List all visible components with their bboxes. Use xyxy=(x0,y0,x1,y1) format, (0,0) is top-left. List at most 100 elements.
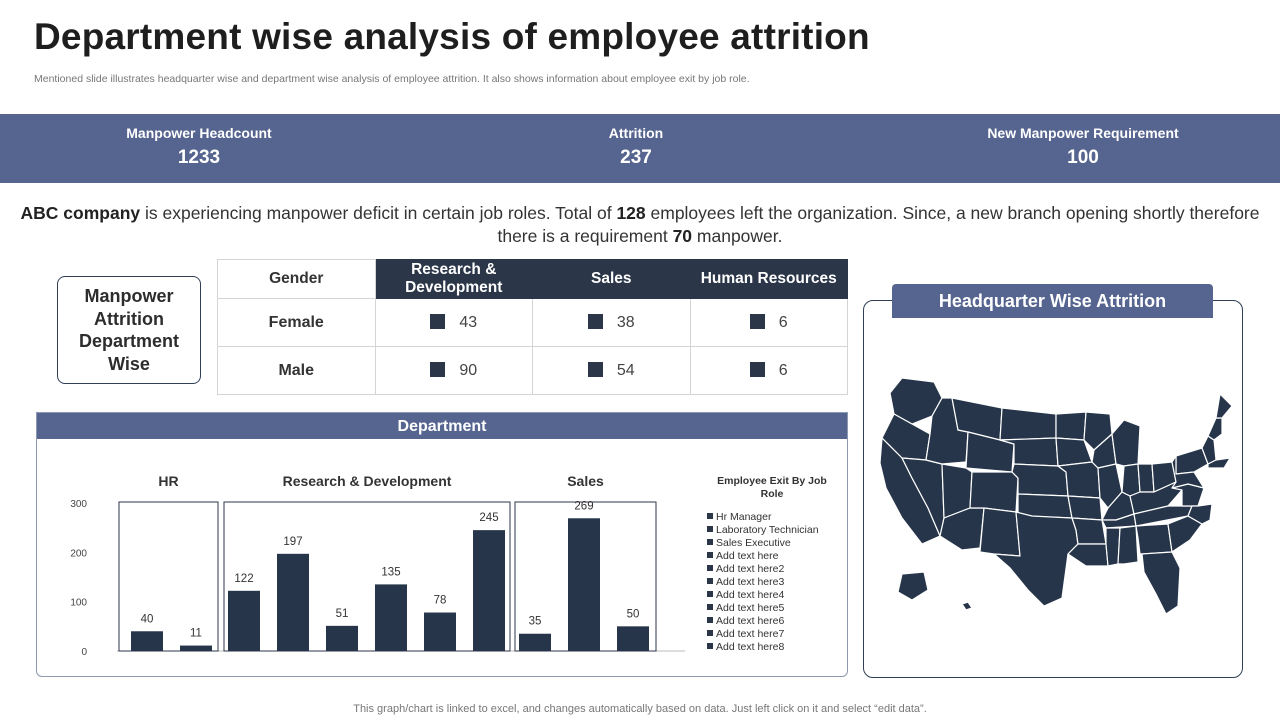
kpi-label: Attrition xyxy=(608,125,664,141)
bar-value-label: 122 xyxy=(234,573,253,585)
table-header-row: Gender Research & Development Sales Huma… xyxy=(217,259,848,299)
map-state xyxy=(889,377,943,425)
map-state xyxy=(961,601,973,611)
usa-map-icon xyxy=(879,377,1233,615)
map-state xyxy=(1121,463,1141,497)
map-state xyxy=(979,507,1021,557)
kpi-value: 1233 xyxy=(177,147,221,168)
legend-swatch xyxy=(707,630,713,636)
map-state xyxy=(1201,435,1217,465)
legend-item: Add text here6 xyxy=(707,615,837,628)
footer-note: This graph/chart is linked to excel, and… xyxy=(353,703,927,715)
legend-label: Laboratory Technician xyxy=(716,524,819,536)
kpi-new-requirement: New Manpower Requirement 100 xyxy=(933,114,1233,169)
legend-swatch xyxy=(707,513,713,519)
legend-label: Add text here5 xyxy=(716,602,785,614)
headquarter-title: Headquarter Wise Attrition xyxy=(892,284,1213,318)
legend-item: Sales Executive xyxy=(707,537,837,550)
bar-value-label: 35 xyxy=(529,616,542,628)
bar-value-label: 269 xyxy=(574,500,593,512)
legend-item: Add text here xyxy=(707,550,837,563)
bar-value-label: 50 xyxy=(627,608,640,620)
cell-value: 54 xyxy=(616,361,635,379)
legend-label: Add text here4 xyxy=(716,589,785,601)
page-title: Department wise analysis of employee att… xyxy=(34,16,870,57)
bar xyxy=(473,530,505,651)
bar-value-label: 51 xyxy=(336,608,349,620)
map-state xyxy=(897,571,929,601)
legend-swatch xyxy=(707,539,713,545)
legend-swatch xyxy=(707,591,713,597)
bar xyxy=(424,612,456,651)
legend-label: Add text here xyxy=(716,550,779,562)
group-label: Research & Development xyxy=(283,473,452,489)
bar xyxy=(617,626,649,651)
map-state xyxy=(965,431,1015,473)
square-icon xyxy=(430,313,446,329)
kpi-value: 100 xyxy=(1067,147,1099,168)
chart-legend: Employee Exit By Job Role Hr Manager Labo… xyxy=(707,475,837,654)
table-row: Male 90 54 6 xyxy=(217,346,848,395)
table-cell: 6 xyxy=(689,298,848,347)
department-bar-chart[interactable]: 0 100 200 300 HR 40 11 Research & Development 12… xyxy=(37,413,849,678)
page-subtitle: Mentioned slide illustrates headquarter … xyxy=(34,73,750,85)
legend-item: Add text here2 xyxy=(707,563,837,576)
map-state xyxy=(1067,495,1103,521)
map-state xyxy=(1141,551,1181,615)
legend-item: Add text here3 xyxy=(707,576,837,589)
legend-label: Add text here2 xyxy=(716,563,785,575)
table-header: Human Resources xyxy=(689,259,848,299)
legend-label: Sales Executive xyxy=(716,537,791,549)
legend-item: Hr Manager xyxy=(707,511,837,524)
bar xyxy=(375,584,407,651)
cell-value: 6 xyxy=(778,313,788,331)
map-state xyxy=(1071,517,1107,545)
statement-text: is experiencing manpower deficit in cert… xyxy=(140,203,617,223)
legend-swatch xyxy=(707,617,713,623)
y-tick-label: 100 xyxy=(70,598,87,609)
map-state xyxy=(1137,463,1155,493)
department-panel: Department 0 100 200 300 HR 40 11 Research & De… xyxy=(36,412,848,677)
legend-label: Add text here3 xyxy=(716,576,785,588)
map-state xyxy=(1187,503,1213,525)
map-state xyxy=(1135,523,1173,555)
bar xyxy=(326,625,358,651)
y-tick-label: 200 xyxy=(70,548,87,559)
legend-swatch xyxy=(707,578,713,584)
square-icon xyxy=(587,313,603,329)
bar-value-label: 40 xyxy=(141,613,154,625)
bar xyxy=(180,645,212,651)
kpi-value: 237 xyxy=(620,147,652,168)
legend-label: Hr Manager xyxy=(716,511,772,523)
y-tick-label: 0 xyxy=(81,647,87,658)
map-state xyxy=(1067,543,1109,567)
map-state xyxy=(1167,515,1203,553)
map-state xyxy=(1117,525,1139,565)
table-cell: 43 xyxy=(374,298,533,347)
bar-value-label: 245 xyxy=(479,512,498,524)
legend-item: Add text here7 xyxy=(707,628,837,641)
statement-text: employees left the organization. Since, … xyxy=(497,203,1260,246)
table-header: Sales xyxy=(532,259,691,299)
table-cell: 6 xyxy=(689,346,848,395)
group-label: Sales xyxy=(567,473,604,489)
legend-item: Add text here5 xyxy=(707,602,837,615)
square-icon xyxy=(430,361,446,377)
bar xyxy=(519,633,551,651)
cell-value: 43 xyxy=(459,313,478,331)
legend-item: Add text here8 xyxy=(707,641,837,654)
bar-value-label: 11 xyxy=(190,628,202,640)
kpi-attrition: Attrition 237 xyxy=(486,114,786,169)
legend-swatch xyxy=(707,643,713,649)
bar-value-label: 78 xyxy=(434,595,447,607)
map-state xyxy=(1171,455,1205,489)
table-header: Gender xyxy=(217,259,376,299)
row-label: Female xyxy=(217,298,376,347)
map-state xyxy=(969,471,1019,513)
bar xyxy=(228,590,260,651)
side-label: Manpower Attrition Department Wise xyxy=(57,276,201,384)
gender-table: Gender Research & Development Sales Huma… xyxy=(217,259,848,395)
company-name: ABC company xyxy=(20,203,141,223)
square-icon xyxy=(749,313,765,329)
legend-swatch xyxy=(707,604,713,610)
